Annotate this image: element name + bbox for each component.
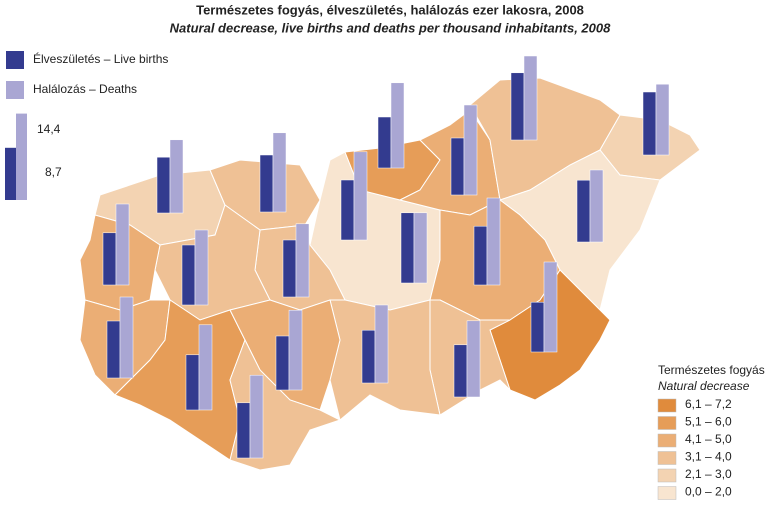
class-label: 5,1 – 6,0: [685, 415, 732, 429]
deaths-bar: [249, 374, 264, 459]
births-bar: [400, 212, 415, 284]
chart-subtitle: Natural decrease, live births and deaths…: [170, 20, 611, 35]
deaths-bar: [390, 82, 405, 169]
class-swatch: [657, 486, 677, 500]
deaths-bar: [288, 309, 303, 391]
scale-label: 14,4: [37, 122, 61, 136]
births-bar: [642, 91, 657, 156]
deaths-bar: [115, 203, 130, 286]
births-bar: [361, 329, 376, 384]
births-bar: [453, 344, 468, 398]
legend-swatch: [6, 51, 24, 69]
deaths-bar: [486, 197, 501, 286]
legend-swatch: [6, 81, 24, 99]
births-bar: [236, 402, 251, 459]
births-bar: [450, 137, 465, 196]
deaths-bar: [119, 296, 134, 379]
deaths-bar: [198, 324, 213, 411]
births-bar: [576, 179, 591, 243]
class-label: 3,1 – 4,0: [685, 450, 732, 464]
births-bar: [530, 301, 545, 353]
deaths-bar: [194, 229, 209, 306]
births-bar: [282, 239, 297, 298]
scale-bar: [5, 147, 16, 200]
class-swatch: [657, 416, 677, 430]
scale-label: 8,7: [45, 165, 62, 179]
births-bar: [377, 116, 392, 169]
deaths-bar: [413, 212, 428, 284]
marks: [102, 55, 670, 459]
births-bar: [106, 320, 121, 379]
deaths-bar: [169, 139, 184, 214]
deaths-bar: [353, 151, 368, 241]
deaths-bar: [295, 223, 310, 298]
deaths-bar: [463, 104, 478, 196]
class-swatch: [657, 451, 677, 465]
deaths-bar: [272, 132, 287, 213]
deaths-bar: [543, 261, 558, 353]
class-legend-subtitle: Natural decrease: [658, 379, 750, 393]
births-bar: [181, 244, 196, 306]
births-bar: [185, 354, 200, 411]
class-label: 6,1 – 7,2: [685, 397, 732, 411]
deaths-bar: [466, 320, 481, 398]
class-swatch: [657, 433, 677, 448]
class-legend-title: Természetes fogyás: [658, 363, 765, 377]
births-bar: [473, 225, 488, 286]
deaths-bar: [374, 304, 389, 384]
class-label: 0,0 – 2,0: [685, 485, 732, 499]
births-bar: [102, 232, 117, 286]
legend-label: Élveszületés – Live births: [33, 51, 168, 66]
births-bar: [510, 72, 525, 141]
deaths-bar: [589, 169, 604, 243]
births-bar: [156, 156, 171, 214]
legend-label: Halálozás – Deaths: [33, 82, 137, 96]
deaths-bar: [655, 83, 670, 156]
class-label: 2,1 – 3,0: [685, 467, 732, 481]
chart-title: Természetes fogyás, élveszületés, halálo…: [196, 2, 584, 17]
births-bar: [275, 335, 290, 391]
births-bar: [340, 179, 355, 241]
scale-bar: [16, 113, 27, 200]
class-label: 4,1 – 5,0: [685, 432, 732, 446]
deaths-bar: [523, 55, 538, 141]
births-bar: [259, 154, 274, 213]
class-swatch: [657, 468, 677, 483]
class-swatch: [657, 398, 677, 413]
